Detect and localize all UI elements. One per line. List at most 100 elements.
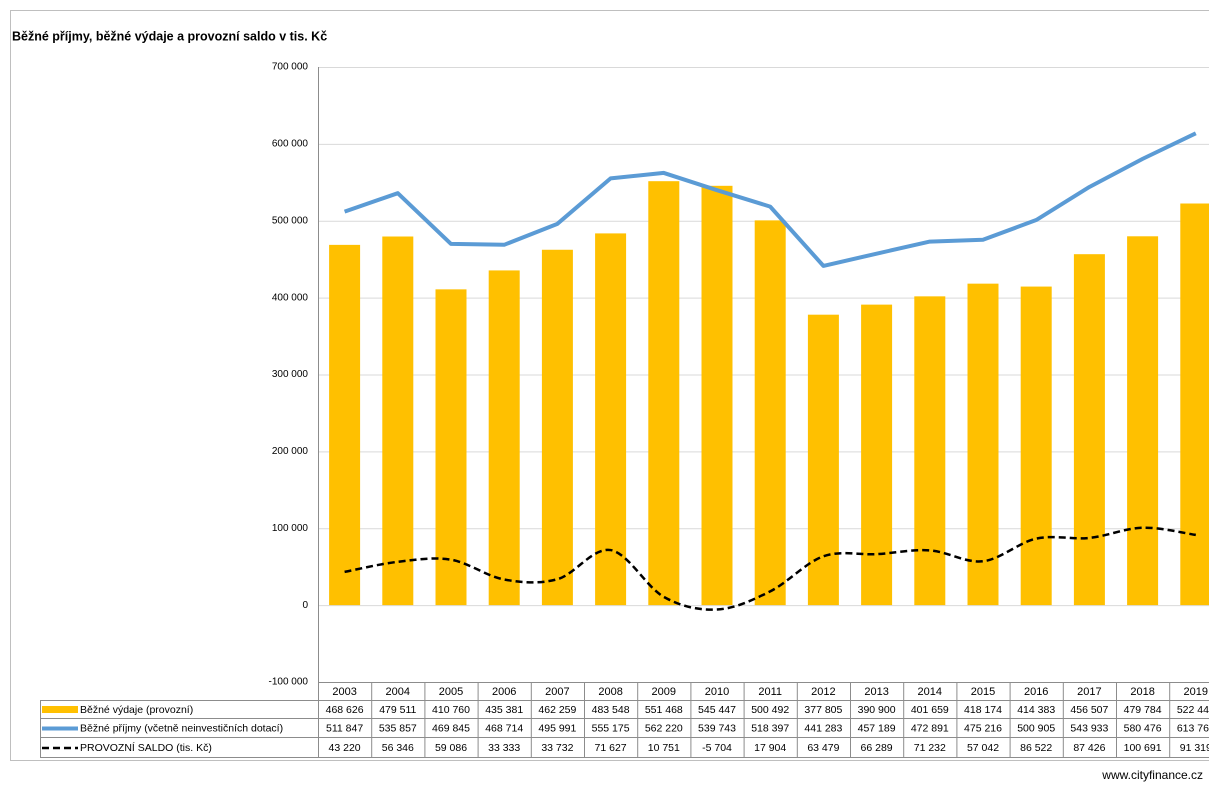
- table-value: 10 751: [648, 742, 680, 754]
- bar: [914, 296, 946, 606]
- line: [344, 526, 1196, 611]
- y-tick-label: 500 000: [272, 215, 309, 226]
- x-tick-label: 2013: [864, 686, 888, 698]
- table-value: 580 476: [1124, 722, 1162, 734]
- bar: [595, 233, 627, 606]
- x-tick-label: 2010: [705, 686, 729, 698]
- table-value: 551 468: [645, 704, 683, 716]
- table-value: 414 383: [1017, 704, 1055, 716]
- table-value: 545 447: [698, 704, 736, 716]
- table-value: 457 189: [858, 722, 896, 734]
- bar: [541, 249, 573, 606]
- table-value: 63 479: [807, 742, 839, 754]
- y-tick-label: 100 000: [272, 523, 309, 534]
- table-value: 456 507: [1070, 704, 1108, 716]
- bar: [1020, 286, 1052, 606]
- table-value: 462 259: [538, 704, 576, 716]
- x-tick-label: 2016: [1024, 686, 1048, 698]
- bar: [435, 289, 467, 606]
- table-value: 543 933: [1070, 722, 1108, 734]
- table-value: 522 440: [1177, 704, 1209, 716]
- bar: [488, 270, 520, 606]
- x-tick-label: 2007: [545, 686, 569, 698]
- y-tick-label: 300 000: [272, 369, 309, 380]
- table-value: 500 492: [751, 704, 789, 716]
- table-value: 59 086: [435, 742, 467, 754]
- table-value: 511 847: [326, 722, 363, 734]
- bar: [1127, 236, 1159, 606]
- table-value: 401 659: [911, 704, 949, 716]
- table-value: 483 548: [592, 704, 630, 716]
- table-value: 479 511: [379, 704, 416, 716]
- table-value: 475 216: [964, 722, 1002, 734]
- x-tick-label: 2008: [598, 686, 622, 698]
- legend-label: Běžné příjmy (včetně neinvestičních dota…: [80, 722, 283, 734]
- y-tick-label: -100 000: [269, 677, 309, 688]
- table-value: 390 900: [858, 704, 896, 716]
- x-tick-label: 2012: [811, 686, 835, 698]
- table-value: 469 845: [432, 722, 470, 734]
- table-value: 518 397: [751, 722, 789, 734]
- x-tick-label: 2003: [332, 686, 356, 698]
- bar: [382, 236, 414, 606]
- table-value: 33 333: [488, 742, 520, 754]
- x-tick-label: 2009: [652, 686, 676, 698]
- table-value: 56 346: [382, 742, 414, 754]
- bar: [967, 283, 999, 606]
- table-value: 562 220: [645, 722, 683, 734]
- table-value: 57 042: [967, 742, 999, 754]
- table-value: 500 905: [1017, 722, 1055, 734]
- legend-label: Běžné výdaje (provozní): [80, 704, 193, 716]
- table-value: 435 381: [485, 704, 523, 716]
- y-tick-label: 600 000: [272, 139, 309, 150]
- legend-label: PROVOZNÍ SALDO (tis. Kč): [80, 741, 212, 754]
- table-value: 66 289: [861, 742, 893, 754]
- x-tick-label: 2005: [439, 686, 463, 698]
- table-value: 535 857: [379, 722, 417, 734]
- table-value: 71 627: [595, 742, 627, 754]
- table-value: 472 891: [911, 722, 949, 734]
- table-value: 100 691: [1124, 742, 1162, 754]
- legend-swatch: [42, 706, 78, 713]
- table-value: 410 760: [432, 704, 470, 716]
- table-value: 495 991: [538, 722, 576, 734]
- bar: [754, 220, 786, 606]
- line: [343, 131, 1197, 268]
- bar: [648, 181, 680, 606]
- bar: [329, 244, 361, 606]
- y-tick-label: 400 000: [272, 292, 309, 303]
- table-value: 86 522: [1020, 742, 1052, 754]
- table-value: 71 232: [914, 742, 946, 754]
- table-value: 479 784: [1124, 704, 1162, 716]
- source: www.cityfinance.cz: [1101, 768, 1203, 782]
- table-value: 33 732: [541, 742, 573, 754]
- y-tick-label: 700 000: [272, 62, 309, 73]
- table-value: 613 760: [1177, 722, 1209, 734]
- bar: [701, 185, 733, 606]
- bar: [1073, 254, 1105, 606]
- bar: [807, 314, 839, 606]
- x-tick-label: 2011: [758, 686, 782, 698]
- bar: [861, 304, 893, 606]
- table-value: -5 704: [702, 742, 732, 754]
- table-value: 555 175: [592, 722, 630, 734]
- x-tick-label: 2017: [1077, 686, 1101, 698]
- table-value: 91 319: [1180, 742, 1209, 754]
- table-value: 468 626: [326, 704, 364, 716]
- x-tick-label: 2006: [492, 686, 516, 698]
- x-tick-label: 2015: [971, 686, 995, 698]
- x-tick-label: 2014: [918, 686, 942, 698]
- bar: [1180, 203, 1209, 606]
- table-value: 539 743: [698, 722, 736, 734]
- y-tick-label: 0: [302, 600, 308, 611]
- x-tick-label: 2018: [1130, 686, 1154, 698]
- table-value: 441 283: [804, 722, 842, 734]
- table-value: 377 805: [804, 704, 842, 716]
- chart-title: Běžné příjmy, běžné výdaje a provozní sa…: [12, 29, 327, 43]
- table-value: 87 426: [1073, 742, 1105, 754]
- table-value: 418 174: [964, 704, 1002, 716]
- table-value: 43 220: [329, 742, 361, 754]
- table-value: 468 714: [485, 722, 523, 734]
- table-value: 17 904: [754, 742, 786, 754]
